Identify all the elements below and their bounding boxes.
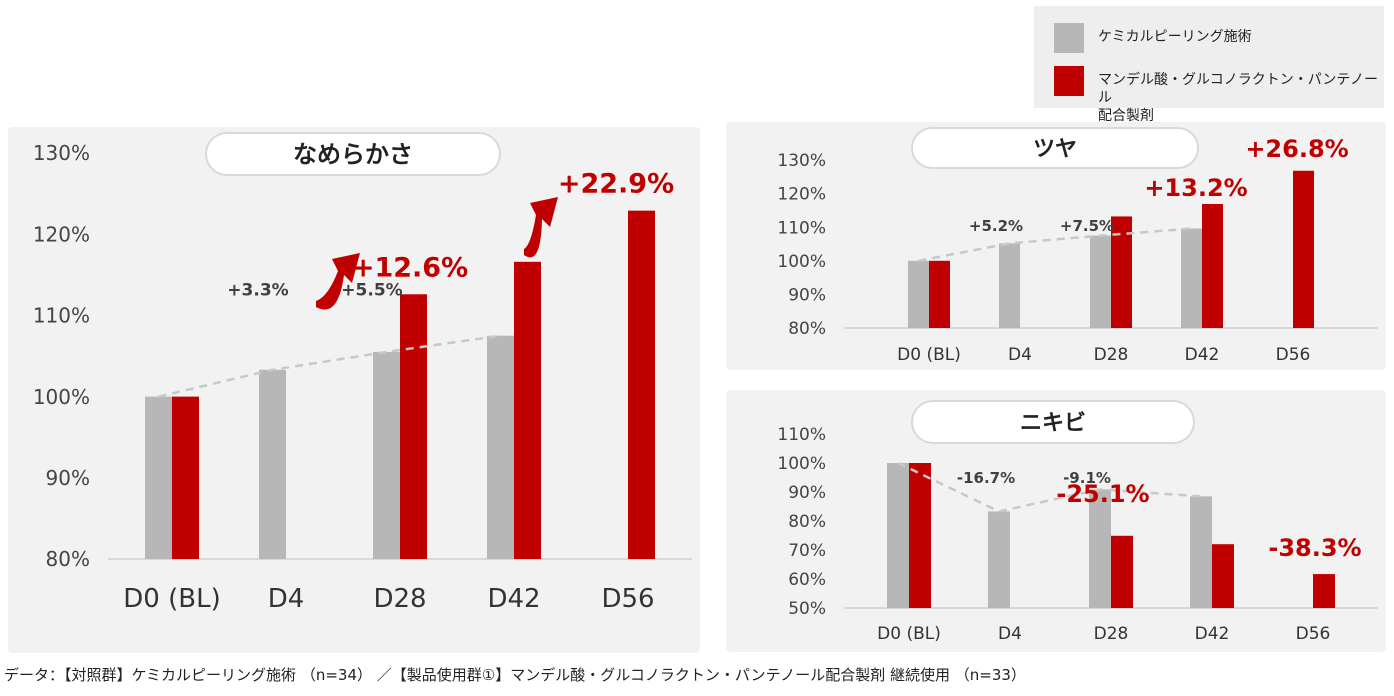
arrow-icon xyxy=(316,253,360,310)
bar-product xyxy=(400,294,427,559)
panel-smoothness: なめらかさ 80% 90% 100% 110% 120% 130% D0 (BL) D4 D28 D… xyxy=(8,127,700,653)
x-tick-label: D28 xyxy=(373,584,426,614)
annotation-control: -9.1% xyxy=(1063,469,1111,487)
bar-product xyxy=(929,260,950,328)
y-tick-label: 90% xyxy=(46,466,90,490)
y-tick-label: 90% xyxy=(788,483,826,503)
trend-line-control xyxy=(897,461,1202,513)
x-tick-label: D28 xyxy=(1094,345,1129,365)
annotation-control: +3.3% xyxy=(227,280,288,300)
x-tick-label: D0 (BL) xyxy=(897,345,961,365)
annotation-control: -16.7% xyxy=(957,469,1015,487)
bar-product xyxy=(172,396,199,559)
x-tick-label: D0 (BL) xyxy=(877,624,941,644)
bar-product xyxy=(1313,574,1335,608)
bar-control xyxy=(1090,235,1111,328)
y-tick-label: 130% xyxy=(777,151,826,171)
annotation-control: +7.5% xyxy=(1060,217,1114,235)
legend-label-product: マンデル酸・グルコノラクトン・パンテノール 配合製剤 xyxy=(1098,72,1378,124)
bar-product xyxy=(1202,204,1223,328)
bar-control xyxy=(373,351,400,559)
x-tick-label: D28 xyxy=(1094,624,1129,644)
bar-control xyxy=(908,260,929,328)
y-tick-label: 120% xyxy=(33,222,90,246)
y-tick-label: 110% xyxy=(777,425,826,445)
bar-product xyxy=(514,261,541,559)
annotation-product: +22.9% xyxy=(558,169,674,200)
chart-gloss: ツヤ 80% 90% 100% 110% 120% 130% D0 (BL) D4 D28 D42 D… xyxy=(777,127,1378,365)
title-pill xyxy=(911,127,1199,169)
legend-item-control: ケミカルピーリング施術 xyxy=(1054,23,1252,53)
y-tick-label: 120% xyxy=(777,185,826,205)
panel-gloss: ツヤ 80% 90% 100% 110% 120% 130% D0 (BL) D4 D28 D42 D… xyxy=(726,122,1386,370)
legend-swatch-gray xyxy=(1054,23,1084,53)
bar-product xyxy=(1212,544,1234,608)
x-tick-label: D4 xyxy=(998,624,1022,644)
chart-smoothness: なめらかさ 80% 90% 100% 110% 120% 130% D0 (BL) D4 D28 D… xyxy=(33,132,692,614)
x-tick-label: D42 xyxy=(487,584,540,614)
annotation-product: +12.6% xyxy=(352,252,468,283)
y-tick-label: 80% xyxy=(46,547,90,571)
annotation-product: +26.8% xyxy=(1245,135,1348,163)
bar-product xyxy=(1111,216,1132,328)
annotation-control: +5.2% xyxy=(969,217,1023,235)
x-tick-label: D42 xyxy=(1195,624,1230,644)
y-tick-label: 100% xyxy=(33,385,90,409)
title-pill xyxy=(911,400,1195,444)
bar-control xyxy=(487,335,514,559)
chart-title: ニキビ xyxy=(1020,411,1086,436)
y-tick-label: 110% xyxy=(33,304,90,328)
chart-acne: ニキビ 50% 60% 70% 80% 90% 100% 110% D0 (BL) D4 D28 D4… xyxy=(777,400,1378,644)
bar-product xyxy=(628,210,655,559)
title-pill xyxy=(205,132,501,176)
x-tick-label: D56 xyxy=(1276,345,1311,365)
x-tick-label: D56 xyxy=(601,584,654,614)
bar-product xyxy=(1293,170,1314,328)
y-tick-label: 50% xyxy=(788,599,826,619)
legend-swatch-red xyxy=(1054,66,1084,96)
y-tick-label: 70% xyxy=(788,541,826,561)
y-tick-label: 100% xyxy=(777,454,826,474)
y-tick-label: 90% xyxy=(788,286,826,306)
trend-line-control xyxy=(158,334,501,398)
bar-product xyxy=(1111,535,1133,608)
annotation-product: +13.2% xyxy=(1144,174,1247,202)
legend-item-product: マンデル酸・グルコノラクトン・パンテノール 配合製剤 xyxy=(1054,66,1384,125)
bar-control xyxy=(999,243,1020,328)
x-tick-label: D4 xyxy=(1008,345,1032,365)
x-tick-label: D56 xyxy=(1296,624,1331,644)
bar-product xyxy=(909,463,931,608)
annotation-product: -38.3% xyxy=(1268,534,1361,562)
x-tick-label: D0 (BL) xyxy=(123,584,220,614)
y-tick-label: 130% xyxy=(33,141,90,165)
bar-control xyxy=(887,463,909,608)
bar-control xyxy=(1190,496,1212,608)
panel-acne: ニキビ 50% 60% 70% 80% 90% 100% 110% D0 (BL) D4 D28 D4… xyxy=(726,390,1386,652)
bar-control xyxy=(988,511,1010,608)
bar-control xyxy=(145,396,172,559)
x-tick-label: D42 xyxy=(1185,345,1220,365)
legend: ケミカルピーリング施術 マンデル酸・グルコノラクトン・パンテノール 配合製剤 xyxy=(1034,6,1384,124)
annotation-product: -25.1% xyxy=(1056,480,1149,508)
annotation-control: +5.5% xyxy=(341,280,402,300)
trend-line-control xyxy=(918,227,1192,263)
chart-title: ツヤ xyxy=(1033,137,1077,162)
y-tick-label: 80% xyxy=(788,319,826,339)
bar-control xyxy=(259,369,286,559)
footnote: データ：【対照群】ケミカルピーリング施術 （n=34） ／【製品使用群①】マンデ… xyxy=(4,666,1026,684)
y-tick-label: 110% xyxy=(777,218,826,238)
bar-control xyxy=(1089,489,1111,608)
arrow-icon xyxy=(524,197,558,258)
y-tick-label: 100% xyxy=(777,252,826,272)
legend-label-control: ケミカルピーリング施術 xyxy=(1098,29,1252,45)
bar-control xyxy=(1181,228,1202,328)
y-tick-label: 60% xyxy=(788,570,826,590)
x-tick-label: D4 xyxy=(268,584,305,614)
y-tick-label: 80% xyxy=(788,512,826,532)
chart-title: なめらかさ xyxy=(293,141,413,169)
